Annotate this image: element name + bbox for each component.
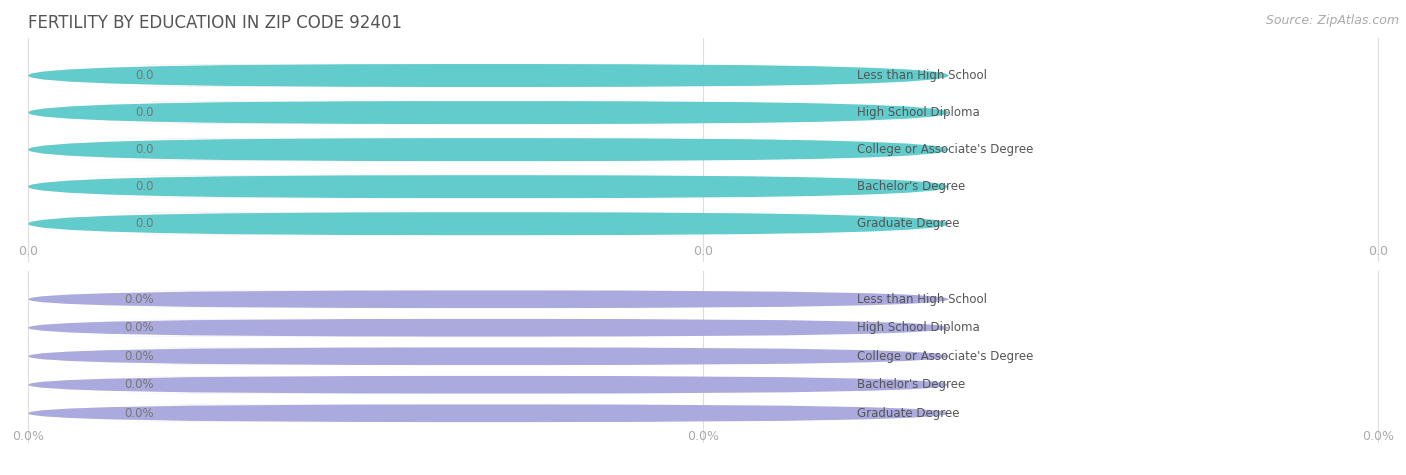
Text: 0.0: 0.0 bbox=[1368, 245, 1388, 257]
FancyBboxPatch shape bbox=[28, 64, 949, 87]
FancyBboxPatch shape bbox=[28, 101, 949, 124]
Text: 0.0%: 0.0% bbox=[1362, 430, 1393, 443]
Text: High School Diploma: High School Diploma bbox=[856, 106, 980, 119]
FancyBboxPatch shape bbox=[21, 347, 447, 365]
Text: 0.0%: 0.0% bbox=[124, 350, 153, 363]
Text: Graduate Degree: Graduate Degree bbox=[856, 407, 959, 420]
FancyBboxPatch shape bbox=[21, 138, 447, 161]
Text: 0.0%: 0.0% bbox=[124, 293, 153, 306]
FancyBboxPatch shape bbox=[21, 64, 447, 87]
Text: 0.0: 0.0 bbox=[135, 69, 153, 82]
Text: Graduate Degree: Graduate Degree bbox=[856, 217, 959, 230]
Text: 0.0: 0.0 bbox=[18, 245, 38, 257]
Text: FERTILITY BY EDUCATION IN ZIP CODE 92401: FERTILITY BY EDUCATION IN ZIP CODE 92401 bbox=[28, 14, 402, 32]
Text: 0.0%: 0.0% bbox=[688, 430, 718, 443]
FancyBboxPatch shape bbox=[21, 290, 447, 308]
Text: College or Associate's Degree: College or Associate's Degree bbox=[856, 350, 1033, 363]
FancyBboxPatch shape bbox=[28, 290, 949, 308]
FancyBboxPatch shape bbox=[28, 376, 949, 394]
Text: Bachelor's Degree: Bachelor's Degree bbox=[856, 180, 965, 193]
Text: 0.0%: 0.0% bbox=[124, 321, 153, 334]
FancyBboxPatch shape bbox=[28, 347, 949, 365]
Text: Source: ZipAtlas.com: Source: ZipAtlas.com bbox=[1265, 14, 1399, 27]
FancyBboxPatch shape bbox=[28, 212, 949, 235]
Text: 0.0%: 0.0% bbox=[124, 407, 153, 420]
Text: Bachelor's Degree: Bachelor's Degree bbox=[856, 378, 965, 391]
Text: College or Associate's Degree: College or Associate's Degree bbox=[856, 143, 1033, 156]
FancyBboxPatch shape bbox=[21, 175, 447, 198]
Text: Less than High School: Less than High School bbox=[856, 293, 987, 306]
FancyBboxPatch shape bbox=[21, 376, 447, 394]
FancyBboxPatch shape bbox=[21, 101, 447, 124]
FancyBboxPatch shape bbox=[28, 319, 949, 337]
Text: 0.0: 0.0 bbox=[135, 217, 153, 230]
Text: 0.0: 0.0 bbox=[693, 245, 713, 257]
Text: 0.0: 0.0 bbox=[135, 143, 153, 156]
Text: 0.0%: 0.0% bbox=[124, 378, 153, 391]
Text: 0.0: 0.0 bbox=[135, 180, 153, 193]
FancyBboxPatch shape bbox=[21, 212, 447, 235]
FancyBboxPatch shape bbox=[28, 404, 949, 422]
Text: High School Diploma: High School Diploma bbox=[856, 321, 980, 334]
Text: 0.0%: 0.0% bbox=[13, 430, 44, 443]
FancyBboxPatch shape bbox=[21, 319, 447, 337]
FancyBboxPatch shape bbox=[28, 175, 949, 198]
FancyBboxPatch shape bbox=[21, 404, 447, 422]
FancyBboxPatch shape bbox=[28, 138, 949, 161]
Text: Less than High School: Less than High School bbox=[856, 69, 987, 82]
Text: 0.0: 0.0 bbox=[135, 106, 153, 119]
